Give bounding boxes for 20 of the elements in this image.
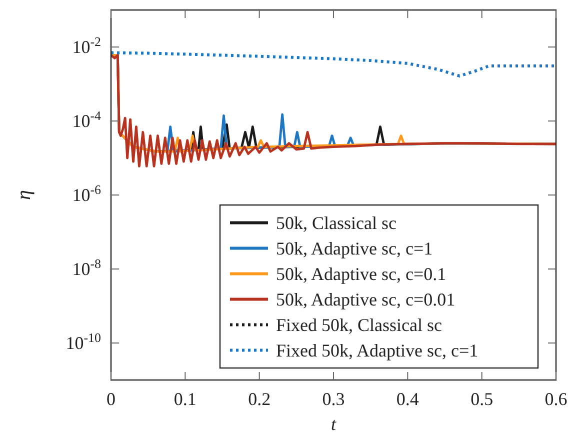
x-tick-label: 0.4 [396,389,419,409]
x-tick-label: 0.3 [322,389,345,409]
x-axis-title: t [330,414,337,434]
legend-label: Fixed 50k, Adaptive sc, c=1 [276,340,478,360]
x-tick-label: 0.1 [174,389,196,409]
y-axis-title: η [13,190,35,200]
x-tick-label: 0 [106,389,116,409]
legend-label: 50k, Adaptive sc, c=0.1 [276,264,446,284]
legend-label: 50k, Adaptive sc, c=0.01 [276,289,456,310]
legend-label: 50k, Classical sc [276,212,396,233]
legend-label: Fixed 50k, Classical sc [276,314,442,335]
y-tick-label: 10$^{-10}$ [66,330,101,353]
y-tick-label: 10$^{-8}$ [72,256,101,279]
x-tick-label: 0.5 [470,389,494,409]
y-tick-label: 10$^{-2}$ [72,34,101,57]
legend-label: 50k, Adaptive sc, c=1 [276,238,433,258]
y-tick-label: 10$^{-6}$ [72,182,102,205]
y-tick-label: 10$^{-4}$ [72,108,102,131]
x-tick-label: 0.2 [248,389,271,409]
x-tick-label: 0.6 [544,389,568,409]
